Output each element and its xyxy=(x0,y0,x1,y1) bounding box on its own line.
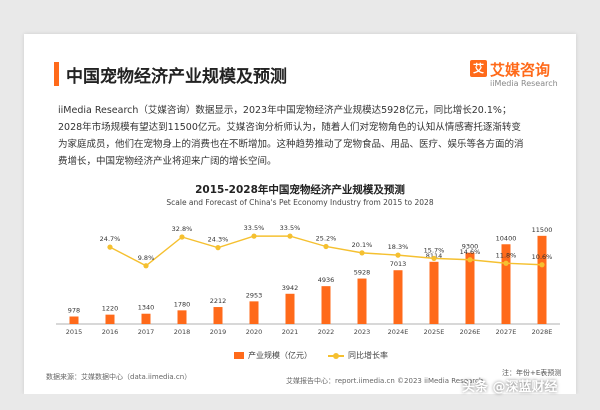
bar-label-2023: 5928 xyxy=(354,269,371,277)
forecast-note: 注：年份+E表预测 xyxy=(502,369,562,377)
bar-label-2021: 3942 xyxy=(282,284,299,292)
growth-point-2023 xyxy=(359,250,365,256)
growth-label-2025E: 15.7% xyxy=(424,246,445,254)
bar-2015 xyxy=(69,316,79,324)
report-card: 中国宠物经济产业规模及预测 艾 艾媒咨询 iiMedia Research ii… xyxy=(24,34,576,394)
growth-label-2017: 9.8% xyxy=(138,254,155,262)
description-paragraph: iiMedia Research（艾媒咨询）数据显示，2023年中国宠物经济产业… xyxy=(58,105,524,167)
growth-point-2028E xyxy=(539,262,545,268)
logo-text-en: iiMedia Research xyxy=(490,79,558,88)
legend-item-line: 同比增长率 xyxy=(328,350,388,361)
x-tick-2026E: 2026E xyxy=(460,328,481,334)
x-tick-2024E: 2024E xyxy=(388,328,409,334)
x-tick-2025E: 2025E xyxy=(424,328,445,334)
bar-2019 xyxy=(213,307,223,324)
bar-label-2022: 4936 xyxy=(318,276,335,284)
growth-point-2016 xyxy=(107,244,113,250)
x-tick-2018: 2018 xyxy=(174,328,191,334)
growth-point-2024E xyxy=(395,252,401,258)
bar-2027E xyxy=(501,244,511,324)
logo-text-cn: 艾媒咨询 xyxy=(490,61,551,79)
bar-2023 xyxy=(357,278,367,324)
bar-label-2027E: 10400 xyxy=(496,234,517,242)
data-source: 数据来源：艾媒数据中心（data.iimedia.cn） xyxy=(46,373,192,381)
footer-text: 艾媒报告中心：report.iimedia.cn ©2023 iiMedia R… xyxy=(286,377,484,385)
growth-point-2025E xyxy=(431,255,437,261)
growth-label-2019: 24.3% xyxy=(208,236,229,244)
bar-2028E xyxy=(537,235,547,324)
growth-point-2020 xyxy=(251,233,257,239)
bar-label-2019: 2212 xyxy=(210,297,227,305)
growth-point-2027E xyxy=(503,260,509,266)
legend-item-bar: 产业规模（亿元） xyxy=(234,350,312,361)
legend-line-swatch-icon xyxy=(328,352,344,359)
bar-label-2017: 1340 xyxy=(138,304,155,312)
page-title: 中国宠物经济产业规模及预测 xyxy=(66,67,287,87)
x-tick-2027E: 2027E xyxy=(496,328,517,334)
legend-label-line: 同比增长率 xyxy=(348,351,388,360)
bar-2017 xyxy=(141,313,151,324)
growth-point-2026E xyxy=(467,257,473,263)
chart-title: 2015-2028年中国宠物经济产业规模及预测 xyxy=(195,184,405,196)
footer-strip xyxy=(0,394,600,410)
bar-2018 xyxy=(177,310,187,324)
chart-subtitle: Scale and Forecast of China's Pet Econom… xyxy=(166,198,434,207)
growth-label-2024E: 18.3% xyxy=(388,243,409,251)
chart-canvas: 978 2015 1220 2016 1340 2017 1780 2018 2212 2019 2… xyxy=(56,224,560,334)
growth-label-2028E: 10.6% xyxy=(532,253,553,261)
bar-2026E xyxy=(465,252,475,324)
growth-label-2026E: 14.6% xyxy=(460,248,481,256)
x-tick-2021: 2021 xyxy=(282,328,299,334)
bar-label-2016: 1220 xyxy=(102,305,119,313)
bar-2024E xyxy=(393,270,403,324)
growth-point-2017 xyxy=(143,263,149,269)
growth-label-2018: 32.8% xyxy=(172,225,193,233)
x-tick-2016: 2016 xyxy=(102,328,119,334)
growth-label-2023: 20.1% xyxy=(352,241,373,249)
x-tick-2028E: 2028E xyxy=(532,328,553,334)
growth-point-2022 xyxy=(323,243,329,250)
bar-label-2026E: 9300 xyxy=(462,243,479,251)
bar-2020 xyxy=(249,301,259,324)
legend-bar-swatch-icon xyxy=(234,352,244,359)
bar-label-2024E: 7013 xyxy=(390,260,407,268)
watermark-text: 头条 @深蓝财经 xyxy=(462,380,558,395)
growth-label-2022: 25.2% xyxy=(316,235,337,243)
growth-point-2021 xyxy=(287,233,293,239)
bar-label-2028E: 11500 xyxy=(532,226,553,234)
x-tick-2020: 2020 xyxy=(246,328,263,334)
bar-2022 xyxy=(321,286,331,324)
x-tick-2017: 2017 xyxy=(138,328,155,334)
bar-label-2020: 2953 xyxy=(246,291,263,299)
logo-mark-icon: 艾 xyxy=(470,60,487,77)
brand-logo: 艾 艾媒咨询 iiMedia Research xyxy=(470,59,558,93)
growth-point-2019 xyxy=(215,245,221,251)
growth-label-2016: 24.7% xyxy=(100,235,121,243)
bar-2021 xyxy=(285,293,295,324)
bar-label-2015: 978 xyxy=(68,307,80,315)
growth-label-2027E: 11.8% xyxy=(496,251,517,259)
x-tick-2015: 2015 xyxy=(66,328,83,334)
x-tick-2019: 2019 xyxy=(210,328,227,334)
chart-legend: 产业规模（亿元） 同比增长率 xyxy=(234,350,388,361)
legend-label-bar: 产业规模（亿元） xyxy=(248,351,312,360)
bar-label-2018: 1780 xyxy=(174,300,191,308)
x-tick-2022: 2022 xyxy=(318,328,335,334)
bar-2025E xyxy=(429,261,439,324)
bar-2016 xyxy=(105,314,115,324)
growth-point-2018 xyxy=(179,234,185,240)
title-accent-bar xyxy=(54,62,59,86)
x-tick-2023: 2023 xyxy=(354,328,371,334)
growth-label-2020: 33.5% xyxy=(244,224,265,232)
growth-label-2021: 33.5% xyxy=(280,224,301,232)
